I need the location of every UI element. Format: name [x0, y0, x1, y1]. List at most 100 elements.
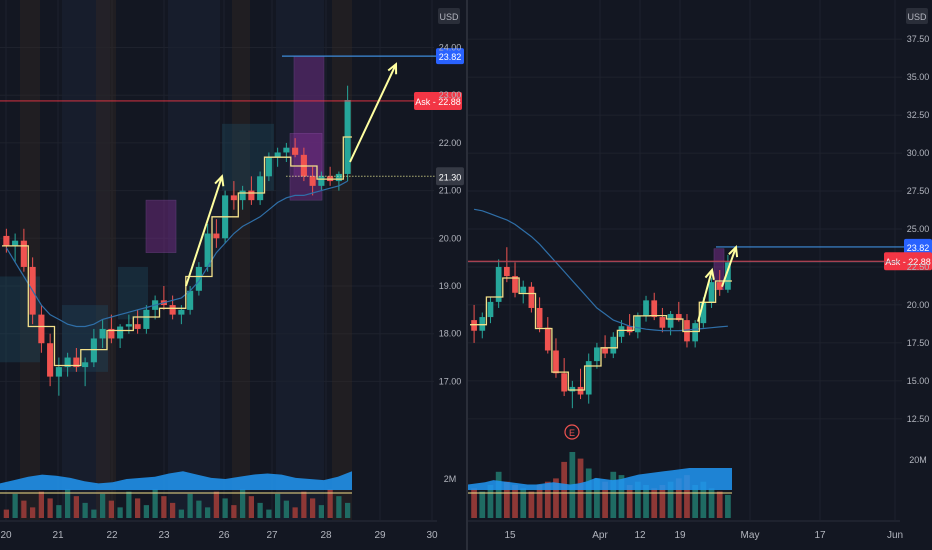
right-ma-line: [473, 208, 728, 332]
right-ask-badge: [884, 252, 932, 271]
left-volume-bar: [161, 496, 167, 518]
left-volume-bar: [38, 491, 44, 518]
right-candle-body: [725, 262, 731, 290]
left-chart-panel[interactable]: 23.82 Ask - 22.88 21.30 20 21 22 23 26 27 28 29 30…: [0, 0, 464, 541]
left-candle-body: [274, 152, 281, 158]
left-candle-body: [213, 233, 220, 239]
left-volume-area: [0, 471, 352, 490]
left-ask-badge-text: Ask - 22.88: [415, 97, 461, 107]
left-target-badge-text: 23.82: [439, 52, 462, 62]
right-candle-body: [594, 347, 600, 362]
right-arrow-2-shaft: [721, 246, 737, 288]
right-time-axis[interactable]: 15 Apr 12 19 May 17 Jun: [504, 530, 903, 541]
left-candle-body: [20, 240, 27, 267]
right-volume-bar: [667, 481, 674, 518]
right-volume-bar: [471, 488, 477, 518]
right-time-tick-label: 17: [814, 530, 826, 541]
left-volume-bar: [336, 496, 342, 518]
left-time-axis[interactable]: 20 21 22 23 26 27 28 29 30: [0, 530, 438, 541]
left-volume-bar: [318, 505, 324, 518]
right-volume-bar: [594, 478, 600, 518]
left-candle-body: [117, 326, 124, 339]
left-volume-bar: [196, 500, 202, 518]
left-premarket-band: [96, 0, 116, 520]
left-currency-box[interactable]: [438, 8, 460, 24]
right-volume-bar: [503, 481, 510, 518]
left-candle-body: [3, 235, 10, 246]
left-candle-body: [257, 176, 264, 201]
right-price-tick-label: 20.00: [907, 300, 930, 310]
left-volume-bar: [65, 489, 71, 518]
left-time-tick-label: 29: [374, 530, 386, 541]
left-time-tick-label: 27: [266, 530, 278, 541]
right-volume-bar: [520, 488, 527, 518]
right-candle-body: [618, 326, 625, 337]
left-volume-bar: [283, 500, 289, 518]
left-candle-body: [187, 290, 194, 310]
left-candle-body: [73, 357, 80, 368]
left-candle-body: [82, 362, 89, 368]
left-arrow-1-shaft: [185, 175, 223, 287]
left-candle-body: [239, 190, 246, 201]
earnings-marker[interactable]: E: [564, 424, 580, 440]
right-candle-body: [520, 286, 527, 293]
left-volume-bar: [222, 498, 228, 518]
right-chart-panel[interactable]: 23.82 Ask - 22.88 E 15 Apr 12 19 May 17 Jun USD…: [468, 0, 932, 541]
right-volume-bar: [495, 471, 502, 518]
left-volume-bar: [56, 505, 62, 518]
left-volume-bar: [170, 502, 176, 518]
right-price-tick-label: 25.00: [907, 224, 930, 234]
right-price-levels: 23.82 Ask - 22.88: [468, 238, 932, 271]
left-candle-body: [47, 343, 54, 377]
left-price-levels: 23.82 Ask - 22.88 21.30: [0, 48, 464, 186]
right-volume-bar: [553, 478, 559, 518]
earnings-marker-circle[interactable]: [564, 424, 580, 440]
right-volume-bar: [626, 485, 633, 518]
left-volume-bar: [240, 489, 246, 518]
right-candle-body: [684, 320, 690, 342]
right-price-axis[interactable]: USD 37.50 35.00 32.50 30.00 27.50 25.00 22.50 2…: [906, 8, 929, 465]
left-premarket-band: [232, 0, 250, 520]
left-candle-body: [292, 147, 299, 155]
right-candle-body: [569, 386, 576, 392]
right-currency-box[interactable]: [906, 8, 928, 24]
left-price-tick-label: 17.00: [439, 376, 462, 386]
right-volume-bar: [618, 475, 625, 518]
left-candle-body: [283, 147, 290, 153]
right-volume-area: [468, 468, 732, 490]
right-volume-bar: [610, 471, 617, 518]
right-time-tick-label: 19: [674, 530, 686, 541]
left-time-tick-label: 28: [320, 530, 332, 541]
left-price-axis[interactable]: USD 24.00 23.00 22.00 21.00 20.00 19.00 18.00 1…: [438, 8, 461, 484]
left-volume-bar: [345, 502, 351, 518]
right-candle-body: [634, 315, 641, 333]
left-volume-bar: [143, 505, 149, 518]
right-volume-bar: [708, 488, 715, 518]
left-volume-bar: [327, 489, 333, 518]
left-volume-bar: [248, 496, 254, 518]
left-premarket-band: [332, 0, 352, 520]
right-arrow-1-shaft: [697, 269, 713, 322]
right-price-tick-label: 27.50: [907, 186, 930, 196]
left-candle-body: [99, 328, 106, 339]
right-volume-bar: [700, 481, 707, 518]
left-arrow-1-head: [214, 174, 225, 187]
left-candle-body: [265, 157, 272, 177]
left-volume-bar: [213, 491, 219, 518]
right-arrow-2-head: [728, 245, 739, 258]
right-candle-body: [602, 347, 608, 354]
right-price-tick-label: 30.00: [907, 148, 930, 158]
right-candle-body: [675, 314, 682, 321]
right-candle-body: [553, 350, 559, 374]
left-candle-body: [125, 324, 132, 327]
left-volume-bar: [231, 505, 237, 518]
left-volume-bar: [47, 498, 53, 518]
right-volume-bar: [528, 491, 535, 518]
left-volume-bar: [178, 509, 184, 518]
right-target-badge-text: 23.82: [907, 243, 930, 253]
left-volume-bar: [310, 498, 316, 518]
right-time-tick-label: Apr: [592, 530, 608, 541]
left-currency-label: USD: [439, 12, 459, 22]
right-volume-bar: [716, 491, 723, 518]
right-volume-bar: [675, 478, 682, 518]
